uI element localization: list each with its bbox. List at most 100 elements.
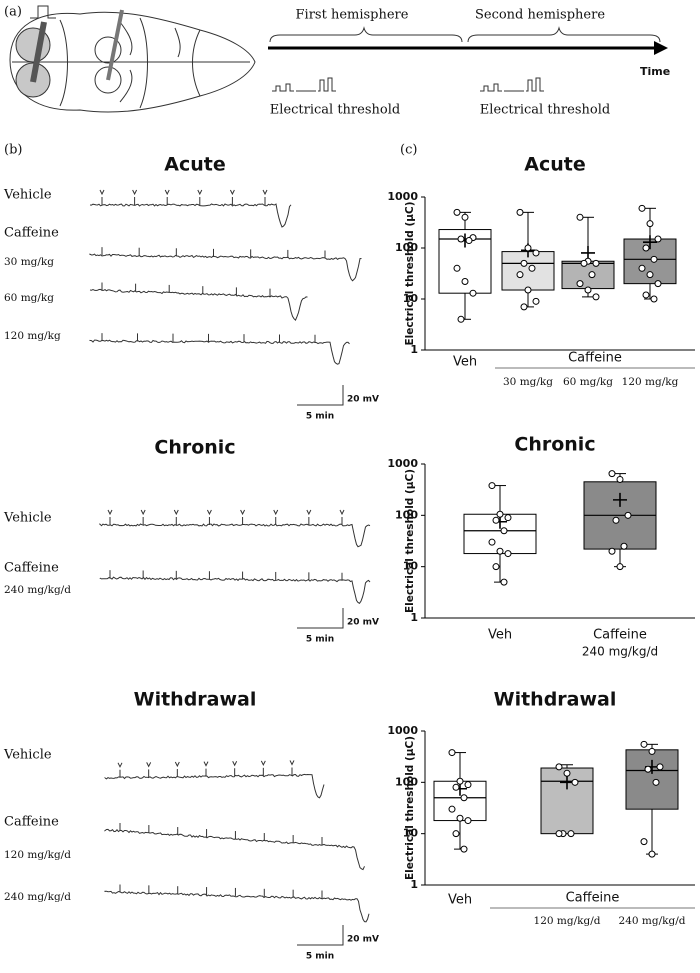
stim-arrow <box>260 760 266 766</box>
phase-label: First hemisphere <box>296 8 409 23</box>
trace-label: 60 mg/kg <box>4 292 54 304</box>
data-point <box>460 794 468 802</box>
stim-arrow <box>240 509 246 516</box>
data-point <box>524 286 532 294</box>
data-point <box>461 278 469 286</box>
data-point <box>457 235 465 243</box>
stim-arrow <box>306 509 312 516</box>
scale-label: 20 mV <box>347 618 379 628</box>
panel-label: (c) <box>400 143 417 158</box>
y-axis-label: Electrical threshold (μC) <box>404 469 416 613</box>
scale-label: 5 min <box>306 635 334 645</box>
x-tick-label: Veh <box>488 628 512 643</box>
data-point <box>592 259 600 267</box>
data-point <box>524 244 532 252</box>
data-point <box>492 516 500 524</box>
x-tick-label: 120 mg/kg <box>622 376 679 388</box>
brain-drawing <box>9 5 256 113</box>
data-point <box>453 208 461 216</box>
data-point <box>624 511 632 519</box>
data-point <box>571 778 579 786</box>
trace-label: Caffeine <box>4 226 59 241</box>
data-point <box>608 470 616 478</box>
stim-arrow <box>117 762 123 768</box>
trace-label: 240 mg/kg/d <box>4 891 71 903</box>
data-point <box>448 805 456 813</box>
data-point <box>580 259 588 267</box>
mean-marker <box>643 235 657 250</box>
stim-arrow <box>229 189 235 196</box>
trace-label: Caffeine <box>4 815 59 830</box>
x-tick-label: 30 mg/kg <box>503 376 553 388</box>
x-tick-sublabel: 240 mg/kg/d <box>582 645 658 659</box>
scale-bar <box>297 385 344 406</box>
trace-title: Withdrawal <box>134 689 257 711</box>
trace-label: Caffeine <box>4 561 59 576</box>
data-point <box>648 850 656 858</box>
x-tick-label: Veh <box>448 893 472 908</box>
trace <box>89 339 350 365</box>
trace-title: Chronic <box>154 437 235 459</box>
stim-arrow <box>173 509 179 516</box>
stim-arrow <box>339 509 345 516</box>
data-point <box>488 538 496 546</box>
trace-label: Vehicle <box>3 748 52 763</box>
data-point <box>588 271 596 279</box>
mean-marker <box>613 492 627 507</box>
axis-label: Time <box>640 65 670 78</box>
data-point <box>500 578 508 586</box>
data-point <box>516 208 524 216</box>
data-point <box>504 514 512 522</box>
data-point <box>654 235 662 243</box>
data-point <box>642 244 650 252</box>
y-tick-label: 1000 <box>387 457 418 470</box>
data-point <box>457 315 465 323</box>
trace-label: 30 mg/kg <box>4 256 54 268</box>
data-point <box>646 271 654 279</box>
chart-title: Chronic <box>514 434 595 456</box>
data-point <box>563 769 571 777</box>
data-point <box>448 749 456 757</box>
data-point <box>616 563 624 571</box>
stim-arrow <box>203 761 209 767</box>
data-point <box>555 830 563 838</box>
data-point <box>640 838 648 846</box>
trace <box>99 522 371 548</box>
data-point <box>464 817 472 825</box>
stim-arrow <box>107 509 113 516</box>
data-point <box>492 563 500 571</box>
data-point <box>640 740 648 748</box>
x-tick-label: Caffeine <box>593 628 647 643</box>
stim-arrow <box>273 509 279 516</box>
data-point <box>452 830 460 838</box>
trace <box>104 828 365 871</box>
scale-label: 5 min <box>306 412 334 422</box>
box <box>501 251 555 291</box>
stim-arrow <box>99 189 105 196</box>
y-tick-label: 10 <box>403 560 419 573</box>
data-point <box>469 289 477 297</box>
data-point <box>488 482 496 490</box>
y-tick-label: 1 <box>410 611 418 624</box>
data-point <box>638 204 646 212</box>
y-axis-label: Electrical threshold (μC) <box>404 736 416 880</box>
data-point <box>456 777 464 785</box>
data-point <box>638 264 646 272</box>
data-point <box>642 291 650 299</box>
data-point <box>644 765 652 773</box>
x-tick-label: Veh <box>453 355 477 370</box>
stim-label: Electrical threshold <box>270 103 400 118</box>
scale-label: 20 mV <box>347 395 379 405</box>
box <box>561 260 615 290</box>
stim-arrow <box>206 509 212 516</box>
stim-arrow <box>164 189 170 196</box>
data-point <box>516 271 524 279</box>
scale-label: 5 min <box>306 952 334 962</box>
data-point <box>452 783 460 791</box>
data-point <box>555 763 563 771</box>
x-tick-label: 240 mg/kg/d <box>619 915 686 927</box>
stim-label: Electrical threshold <box>480 103 610 118</box>
trace <box>104 773 325 799</box>
phase-label: Second hemisphere <box>475 8 605 23</box>
